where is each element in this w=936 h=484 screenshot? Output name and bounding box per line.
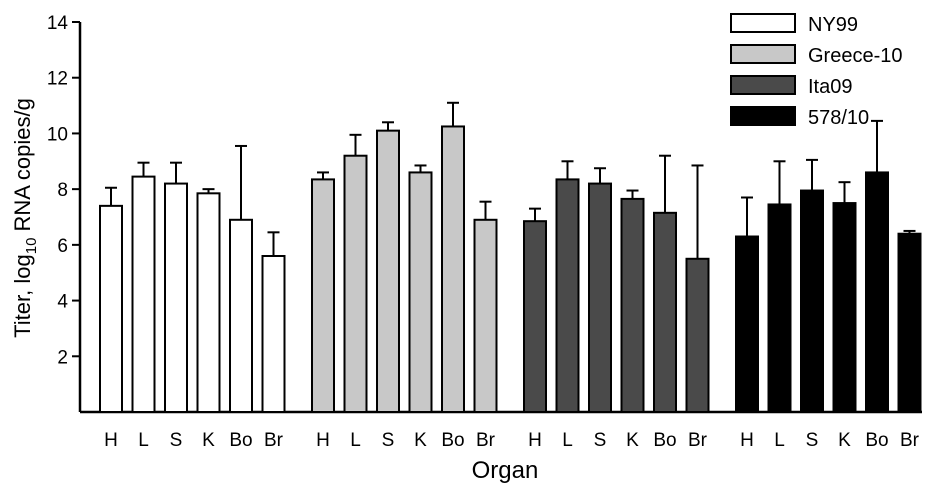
x-tick-label: Bo <box>865 430 888 451</box>
x-axis-title: Organ <box>472 457 539 484</box>
x-tick-label: L <box>774 430 785 451</box>
x-tick-label: L <box>138 430 149 451</box>
x-tick-label: S <box>594 430 607 451</box>
bar <box>523 220 547 413</box>
bar <box>767 203 792 413</box>
y-axis-title-subscript: 10 <box>23 238 40 255</box>
y-axis-title: Titer, log10 RNA copies/g <box>10 98 40 338</box>
legend-label: NY99 <box>808 14 858 36</box>
x-tick-label: H <box>316 430 330 451</box>
y-axis-title-main: Titer, log <box>10 254 35 338</box>
bar <box>196 192 221 413</box>
bar <box>343 154 368 413</box>
x-tick-label: Br <box>264 430 284 451</box>
legend-swatch <box>730 44 796 64</box>
x-tick-label: K <box>202 430 215 451</box>
bar <box>555 178 580 413</box>
legend-swatch <box>730 13 796 33</box>
x-tick-label: Br <box>476 430 496 451</box>
legend: NY99 Greece-10 Ita09 578/10 <box>730 13 903 129</box>
legend-swatch <box>730 106 796 126</box>
bar <box>229 218 253 413</box>
legend-label: Greece-10 <box>808 45 903 67</box>
bar <box>865 171 889 413</box>
bar <box>588 182 612 413</box>
bar <box>408 171 433 413</box>
bar <box>261 255 286 413</box>
x-tick-label: L <box>350 430 361 451</box>
y-tick-label: 2 <box>57 347 68 368</box>
bar <box>311 178 335 413</box>
bar <box>832 202 857 413</box>
bar <box>164 182 188 413</box>
bar <box>735 235 759 413</box>
x-tick-label: H <box>740 430 754 451</box>
y-axis: 2 4 6 8 10 12 14 <box>47 13 82 412</box>
y-tick-label: 14 <box>47 13 69 34</box>
x-tick-label: Br <box>688 430 708 451</box>
y-tick-label: 4 <box>57 292 68 313</box>
x-tick-label: S <box>170 430 183 451</box>
bar <box>473 218 498 413</box>
legend-label: Ita09 <box>808 76 852 98</box>
y-tick-label: 10 <box>47 124 68 145</box>
x-tick-label: H <box>104 430 118 451</box>
x-tick-label: L <box>562 430 573 451</box>
x-tick-label: S <box>806 430 819 451</box>
y-tick-label: 8 <box>57 180 68 201</box>
bar <box>441 125 465 413</box>
bar <box>897 232 922 413</box>
x-tick-label: K <box>626 430 639 451</box>
bar <box>653 211 677 413</box>
x-tick-label: S <box>382 430 395 451</box>
x-tick-label: H <box>528 430 542 451</box>
x-tick-label: K <box>414 430 427 451</box>
x-axis: H L S K Bo Br H L S K Bo Br H L S K Bo Br H L S K Bo Br <box>80 410 922 451</box>
y-tick-label: 6 <box>57 236 68 257</box>
y-axis-title-tail: RNA copies/g <box>10 98 35 237</box>
x-tick-label: Bo <box>653 430 676 451</box>
x-tick-label: Br <box>900 430 920 451</box>
bar <box>800 189 824 413</box>
bar <box>131 175 156 413</box>
bar <box>99 204 123 413</box>
bar <box>685 257 710 413</box>
bar <box>620 197 645 413</box>
y-tick-label: 12 <box>47 69 68 90</box>
x-tick-label: Bo <box>229 430 252 451</box>
x-tick-label: Bo <box>441 430 464 451</box>
x-tick-label: K <box>838 430 851 451</box>
legend-label: 578/10 <box>808 107 869 129</box>
bars-area <box>99 101 922 413</box>
legend-swatch <box>730 75 796 95</box>
bar <box>376 129 400 413</box>
